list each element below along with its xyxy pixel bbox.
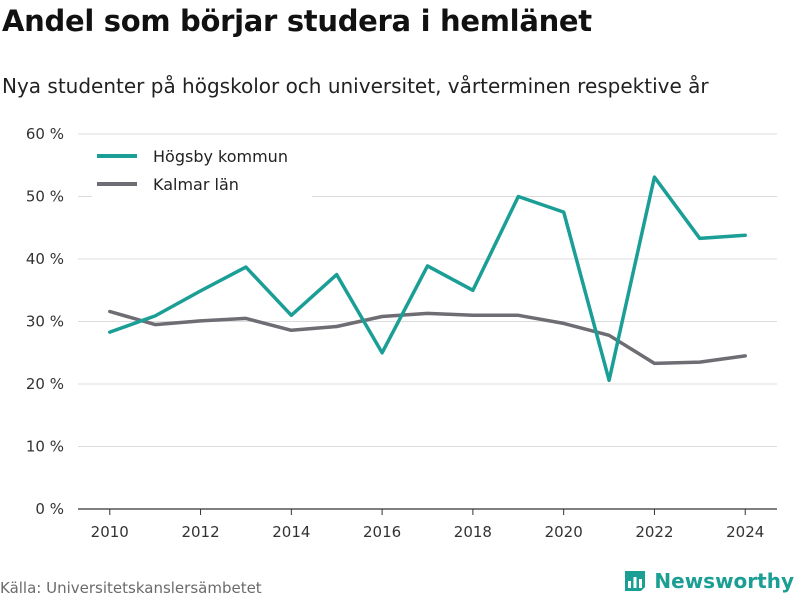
y-tick-label: 60 % <box>26 125 64 143</box>
legend-label: Högsby kommun <box>153 147 288 166</box>
y-tick-label: 0 % <box>35 500 64 518</box>
chart-title: Andel som börjar studera i hemlänet <box>2 4 592 38</box>
x-tick-label: 2020 <box>545 523 583 541</box>
x-tick-label: 2016 <box>363 523 401 541</box>
y-tick-label: 50 % <box>26 188 64 206</box>
legend: Högsby kommun Kalmar län <box>92 142 312 200</box>
y-tick-label: 10 % <box>26 438 64 456</box>
brand-name: Newsworthy <box>654 569 794 593</box>
series-line-hogsby[interactable] <box>108 175 747 383</box>
bar-chart-logo-icon <box>625 571 646 591</box>
legend-label: Kalmar län <box>153 175 239 194</box>
series-lines <box>108 175 747 383</box>
x-tick-label: 2018 <box>454 523 492 541</box>
source-note: Källa: Universitetskanslersämbetet <box>0 579 262 597</box>
grid-lines: 0 % 10 % 20 % 30 % 40 % 50 % 60 % <box>26 125 777 518</box>
y-tick-label: 40 % <box>26 250 64 268</box>
y-tick-label: 20 % <box>26 375 64 393</box>
x-tick-label: 2014 <box>272 523 310 541</box>
legend-background <box>92 142 312 200</box>
x-axis: 2010 2012 2014 2016 2018 2020 2022 2024 <box>91 509 764 541</box>
brand-logo[interactable]: Newsworthy <box>622 568 794 594</box>
series-line-kalmar[interactable] <box>108 309 747 366</box>
x-tick-label: 2012 <box>181 523 219 541</box>
x-tick-label: 2022 <box>635 523 673 541</box>
x-tick-label: 2010 <box>91 523 129 541</box>
y-tick-label: 30 % <box>26 313 64 331</box>
x-tick-label: 2024 <box>726 523 764 541</box>
chart-subtitle: Nya studenter på högskolor och universit… <box>2 74 709 98</box>
